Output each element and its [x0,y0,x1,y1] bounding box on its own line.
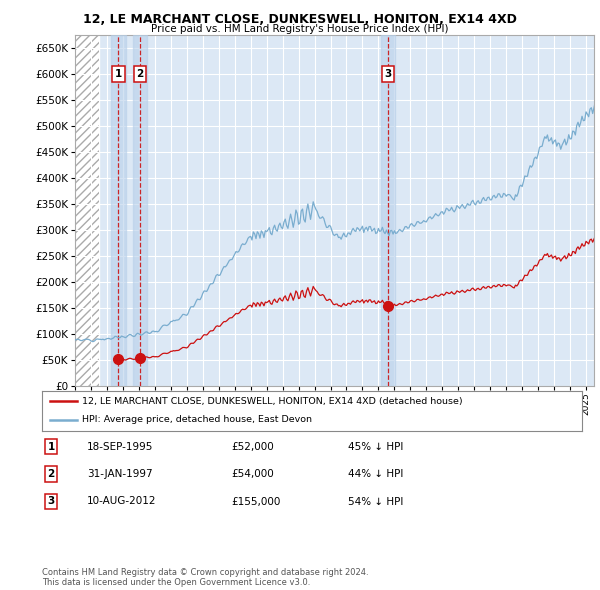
Text: Contains HM Land Registry data © Crown copyright and database right 2024.: Contains HM Land Registry data © Crown c… [42,568,368,577]
Text: This data is licensed under the Open Government Licence v3.0.: This data is licensed under the Open Gov… [42,578,310,587]
Text: Price paid vs. HM Land Registry's House Price Index (HPI): Price paid vs. HM Land Registry's House … [151,24,449,34]
Text: 3: 3 [47,497,55,506]
Text: £54,000: £54,000 [231,469,274,478]
Bar [75,35,99,386]
Text: 31-JAN-1997: 31-JAN-1997 [87,469,152,478]
Text: 54% ↓ HPI: 54% ↓ HPI [348,497,403,506]
Text: HPI: Average price, detached house, East Devon: HPI: Average price, detached house, East… [83,415,313,424]
Text: 3: 3 [385,69,392,79]
Bar [381,35,395,386]
Text: 12, LE MARCHANT CLOSE, DUNKESWELL, HONITON, EX14 4XD (detached house): 12, LE MARCHANT CLOSE, DUNKESWELL, HONIT… [83,397,463,406]
Text: 2: 2 [137,69,144,79]
Text: £52,000: £52,000 [231,442,274,451]
Text: 1: 1 [115,69,122,79]
Text: 10-AUG-2012: 10-AUG-2012 [87,497,157,506]
Text: 2: 2 [47,469,55,478]
Text: 18-SEP-1995: 18-SEP-1995 [87,442,154,451]
Bar [133,35,148,386]
Text: 12, LE MARCHANT CLOSE, DUNKESWELL, HONITON, EX14 4XD: 12, LE MARCHANT CLOSE, DUNKESWELL, HONIT… [83,13,517,26]
Text: 45% ↓ HPI: 45% ↓ HPI [348,442,403,451]
Bar [75,35,99,386]
Bar [111,35,125,386]
Text: 44% ↓ HPI: 44% ↓ HPI [348,469,403,478]
Text: 1: 1 [47,442,55,451]
Text: £155,000: £155,000 [231,497,280,506]
